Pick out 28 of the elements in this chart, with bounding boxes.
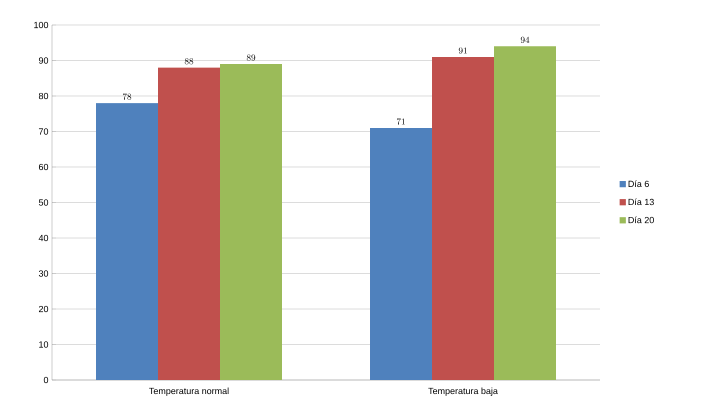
y-tick-label: 30 (38, 270, 48, 277)
data-label: 88 (184, 58, 194, 64)
legend-label: Día 13 (628, 198, 654, 206)
data-label: 94 (520, 36, 530, 43)
y-tick-label: 10 (39, 341, 48, 348)
legend-label: Día 20 (628, 216, 654, 224)
bar (494, 46, 556, 380)
legend-label: Día 6 (628, 180, 649, 188)
bar (432, 56, 494, 380)
y-tick-label: 80 (38, 92, 48, 100)
y-tick-label: 60 (38, 164, 48, 170)
data-label: 89 (246, 54, 256, 61)
data-label: 71 (396, 118, 405, 125)
data-label: 78 (122, 94, 132, 100)
bar (96, 103, 158, 380)
x-tick-label: Temperatura baja (428, 388, 498, 396)
x-tick-label: Temperatura normal (149, 388, 229, 396)
y-tick-label: 90 (38, 57, 48, 64)
y-tick-label: 100 (34, 22, 48, 28)
y-tick-label: 0 (44, 376, 48, 384)
bar (158, 68, 220, 380)
y-tick-label: 50 (38, 199, 48, 206)
bar (220, 64, 282, 380)
bar (370, 128, 432, 380)
y-tick-label: 40 (38, 234, 48, 242)
y-tick-label: 20 (38, 306, 48, 312)
data-label: 91 (458, 47, 467, 54)
y-tick-label: 70 (38, 128, 48, 135)
